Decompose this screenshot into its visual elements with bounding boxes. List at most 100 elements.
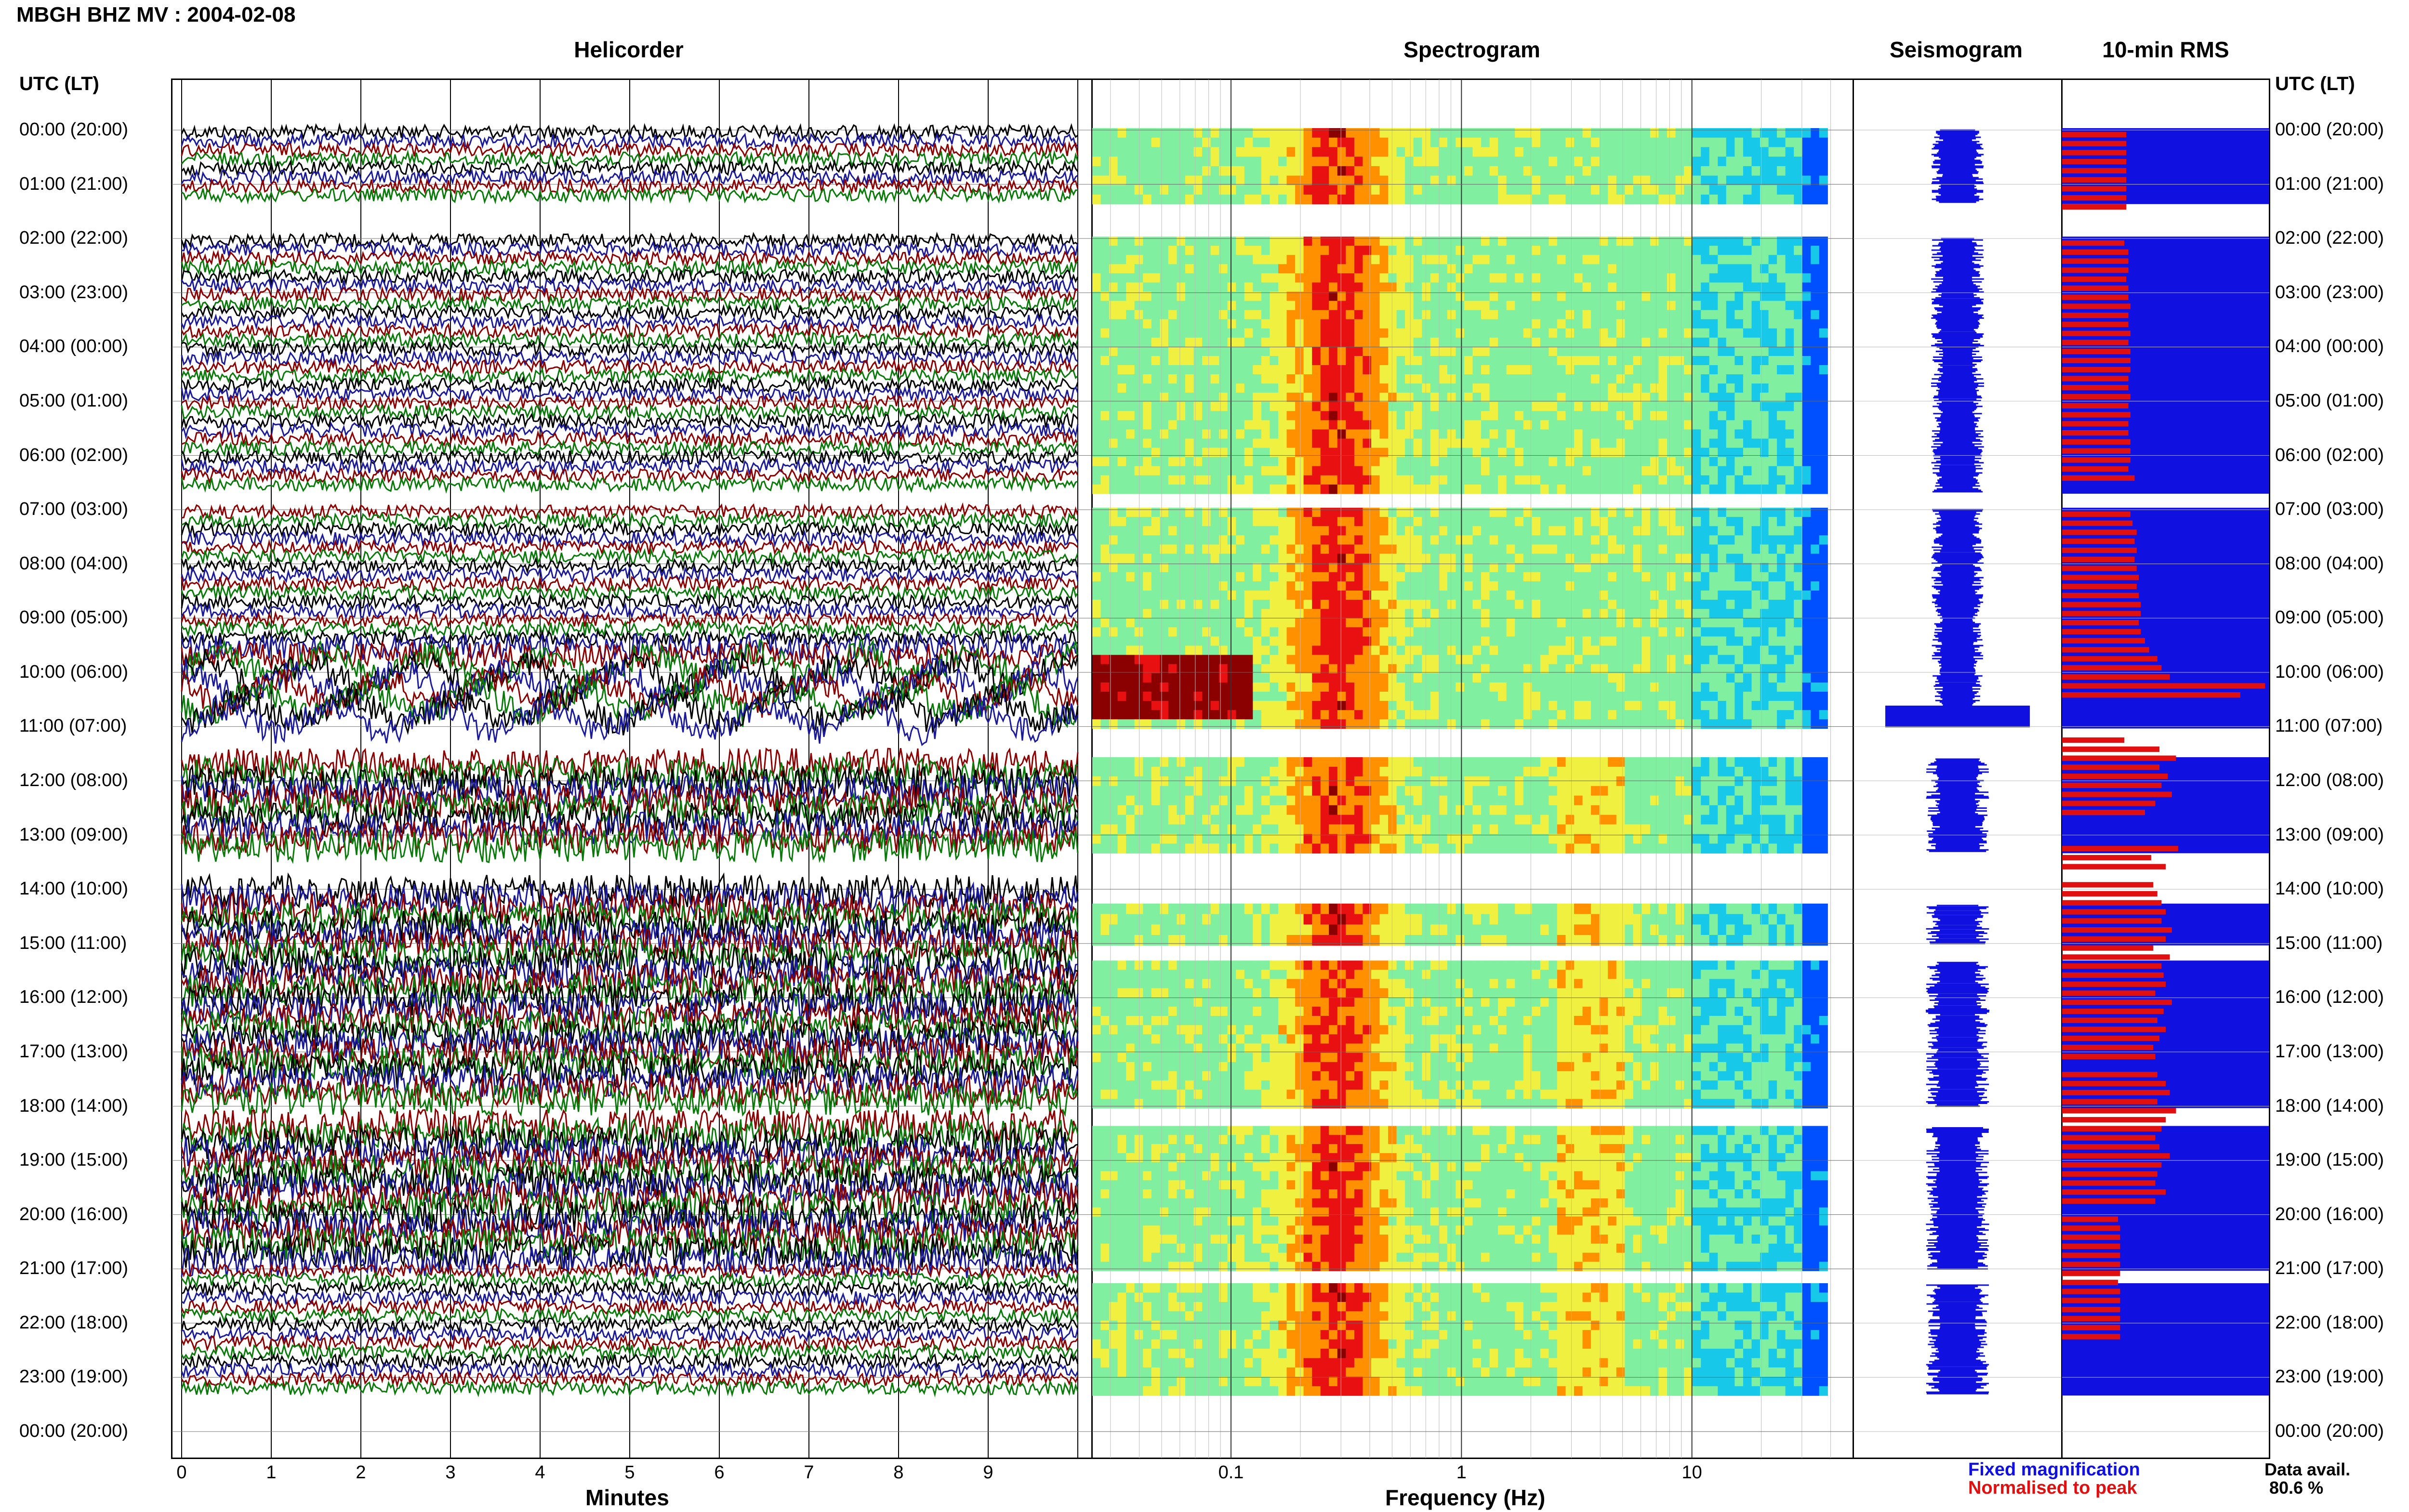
spectrogram-cell	[1160, 544, 1169, 554]
spectrogram-cell	[1109, 346, 1118, 356]
spectrogram-cell	[1819, 544, 1828, 554]
spectrogram-cell	[1464, 508, 1473, 517]
spectrogram-cell	[1726, 563, 1735, 573]
spectrogram-cell	[1760, 553, 1769, 564]
spectrogram-cell	[1236, 282, 1245, 292]
spectrogram-cell	[1346, 609, 1355, 618]
spectrogram-cell	[1743, 655, 1752, 665]
spectrogram-cell	[1768, 346, 1777, 356]
spectrogram-cell	[1143, 673, 1152, 683]
spectrogram-cell	[1253, 457, 1262, 467]
spectrogram-cell	[1422, 185, 1431, 195]
spectrogram-cell	[1413, 466, 1422, 476]
spectrogram-cell	[1185, 319, 1194, 329]
spectrogram-cell	[1320, 166, 1329, 176]
spectrogram-cell	[1456, 636, 1465, 646]
helicorder-trace	[181, 511, 1078, 530]
spectrogram-cell	[1346, 128, 1355, 138]
spectrogram-cell	[1734, 508, 1744, 517]
spectrogram-cell	[1549, 319, 1558, 329]
spectrogram-cell	[1777, 572, 1786, 582]
spectrogram-cell	[1574, 157, 1583, 167]
helicorder-trace	[181, 475, 1078, 494]
spectrogram-cell	[1667, 609, 1676, 618]
spectrogram-cell	[1557, 365, 1566, 375]
helicorder-trace	[181, 1379, 1079, 1398]
spectrogram-cell	[1574, 600, 1583, 609]
spectrogram-cell	[1278, 535, 1287, 545]
helicorder-trace	[181, 828, 1079, 864]
spectrogram-cell	[1261, 420, 1270, 430]
spectrogram-cell	[1295, 328, 1304, 338]
spectrogram-cell	[1295, 581, 1304, 591]
spectrogram-cell	[1177, 328, 1186, 338]
spectrogram-cell	[1591, 618, 1600, 628]
spectrogram-cell	[1396, 429, 1405, 439]
spectrogram-cell	[1734, 544, 1744, 554]
spectrogram-cell	[1388, 466, 1397, 476]
spectrogram-cell	[1532, 319, 1541, 329]
spectrogram-cell	[1337, 137, 1346, 147]
spectrogram-cell	[1278, 475, 1287, 485]
spectrogram-cell	[1481, 655, 1490, 665]
spectrogram-cell	[1261, 328, 1270, 338]
spectrogram-cell	[1574, 664, 1583, 674]
spectrogram-cell	[1472, 310, 1482, 320]
spectrogram-cell	[1337, 627, 1346, 637]
spectrogram-cell	[1549, 328, 1558, 338]
spectrogram-cell	[1667, 572, 1676, 582]
spectrogram-cell	[1329, 282, 1338, 292]
spectrogram-cell	[1371, 447, 1380, 458]
spectrogram-cell	[1439, 195, 1448, 205]
spectrogram-cell	[1117, 411, 1126, 421]
spectrogram-cell	[1667, 517, 1676, 526]
spectrogram-cell	[1726, 246, 1735, 255]
spectrogram-cell	[1489, 535, 1498, 545]
spectrogram-cell	[1464, 673, 1473, 683]
spectrogram-cell	[1641, 393, 1651, 402]
spectrogram-cell	[1599, 420, 1608, 430]
spectrogram-cell	[1193, 664, 1203, 674]
spectrogram-cell	[1413, 517, 1422, 526]
spectrogram-cell	[1193, 337, 1203, 347]
spectrogram-cell	[1718, 237, 1727, 246]
spectrogram-cell	[1236, 581, 1245, 591]
spectrogram-cell	[1743, 246, 1752, 255]
spectrogram-cell	[1413, 346, 1422, 356]
spectrogram-cell	[1193, 420, 1203, 430]
spectrogram-cell	[1151, 411, 1160, 421]
spectrogram-cell	[1718, 255, 1727, 264]
spectrogram-cell	[1456, 374, 1465, 384]
spectrogram-cell	[1608, 618, 1617, 628]
spectrogram-cell	[1354, 282, 1363, 292]
spectrogram-cell	[1692, 627, 1701, 637]
spectrogram-cell	[1270, 544, 1279, 554]
spectrogram-cell	[1734, 655, 1744, 665]
spectrogram-cell	[1312, 383, 1321, 393]
spectrogram-cell	[1447, 337, 1456, 347]
spectrogram-cell	[1768, 457, 1777, 467]
spectrogram-cell	[1126, 636, 1135, 646]
spectrogram-cell	[1109, 673, 1118, 683]
spectrogram-cell	[1709, 175, 1718, 185]
spectrogram-cell	[1439, 581, 1448, 591]
spectrogram-cell	[1641, 636, 1651, 646]
spectrogram-cell	[1456, 411, 1465, 421]
spectrogram-cell	[1751, 310, 1760, 320]
spectrogram-cell	[1303, 526, 1312, 536]
spectrogram-cell	[1667, 356, 1676, 366]
spectrogram-cell	[1633, 563, 1642, 573]
spectrogram-cell	[1734, 356, 1744, 366]
helicorder-trace	[181, 403, 1078, 421]
spectrogram-cell	[1777, 137, 1786, 147]
spectrogram-cell	[1143, 255, 1152, 264]
spectrogram-cell	[1185, 535, 1194, 545]
spectrogram-cell	[1650, 591, 1659, 600]
spectrogram-cell	[1540, 411, 1549, 421]
spectrogram-cell	[1312, 237, 1321, 246]
spectrogram-cell	[1811, 420, 1820, 430]
spectrogram-cell	[1565, 346, 1575, 356]
spectrogram-cell	[1109, 319, 1118, 329]
spectrogram-cell	[1692, 291, 1701, 302]
spectrogram-cell	[1743, 526, 1752, 536]
